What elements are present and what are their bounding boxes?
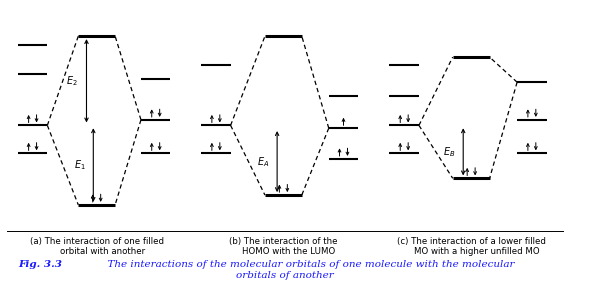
Text: (b) The interaction of the
    HOMO with the LUMO: (b) The interaction of the HOMO with the…	[229, 237, 338, 256]
Text: $E_B$: $E_B$	[443, 145, 455, 159]
Text: $E_A$: $E_A$	[257, 155, 269, 169]
Text: (c) The interaction of a lower filled
    MO with a higher unfilled MO: (c) The interaction of a lower filled MO…	[397, 237, 545, 256]
Text: (a) The interaction of one filled
    orbital with another: (a) The interaction of one filled orbita…	[30, 237, 164, 256]
Text: $E_1$: $E_1$	[74, 158, 85, 172]
Text: $E_2$: $E_2$	[66, 74, 78, 88]
Text: orbitals of another: orbitals of another	[236, 270, 334, 279]
Text: Fig. 3.3: Fig. 3.3	[19, 260, 62, 269]
Text: The interactions of the molecular orbitals of one molecule with the molecular: The interactions of the molecular orbita…	[101, 260, 514, 269]
